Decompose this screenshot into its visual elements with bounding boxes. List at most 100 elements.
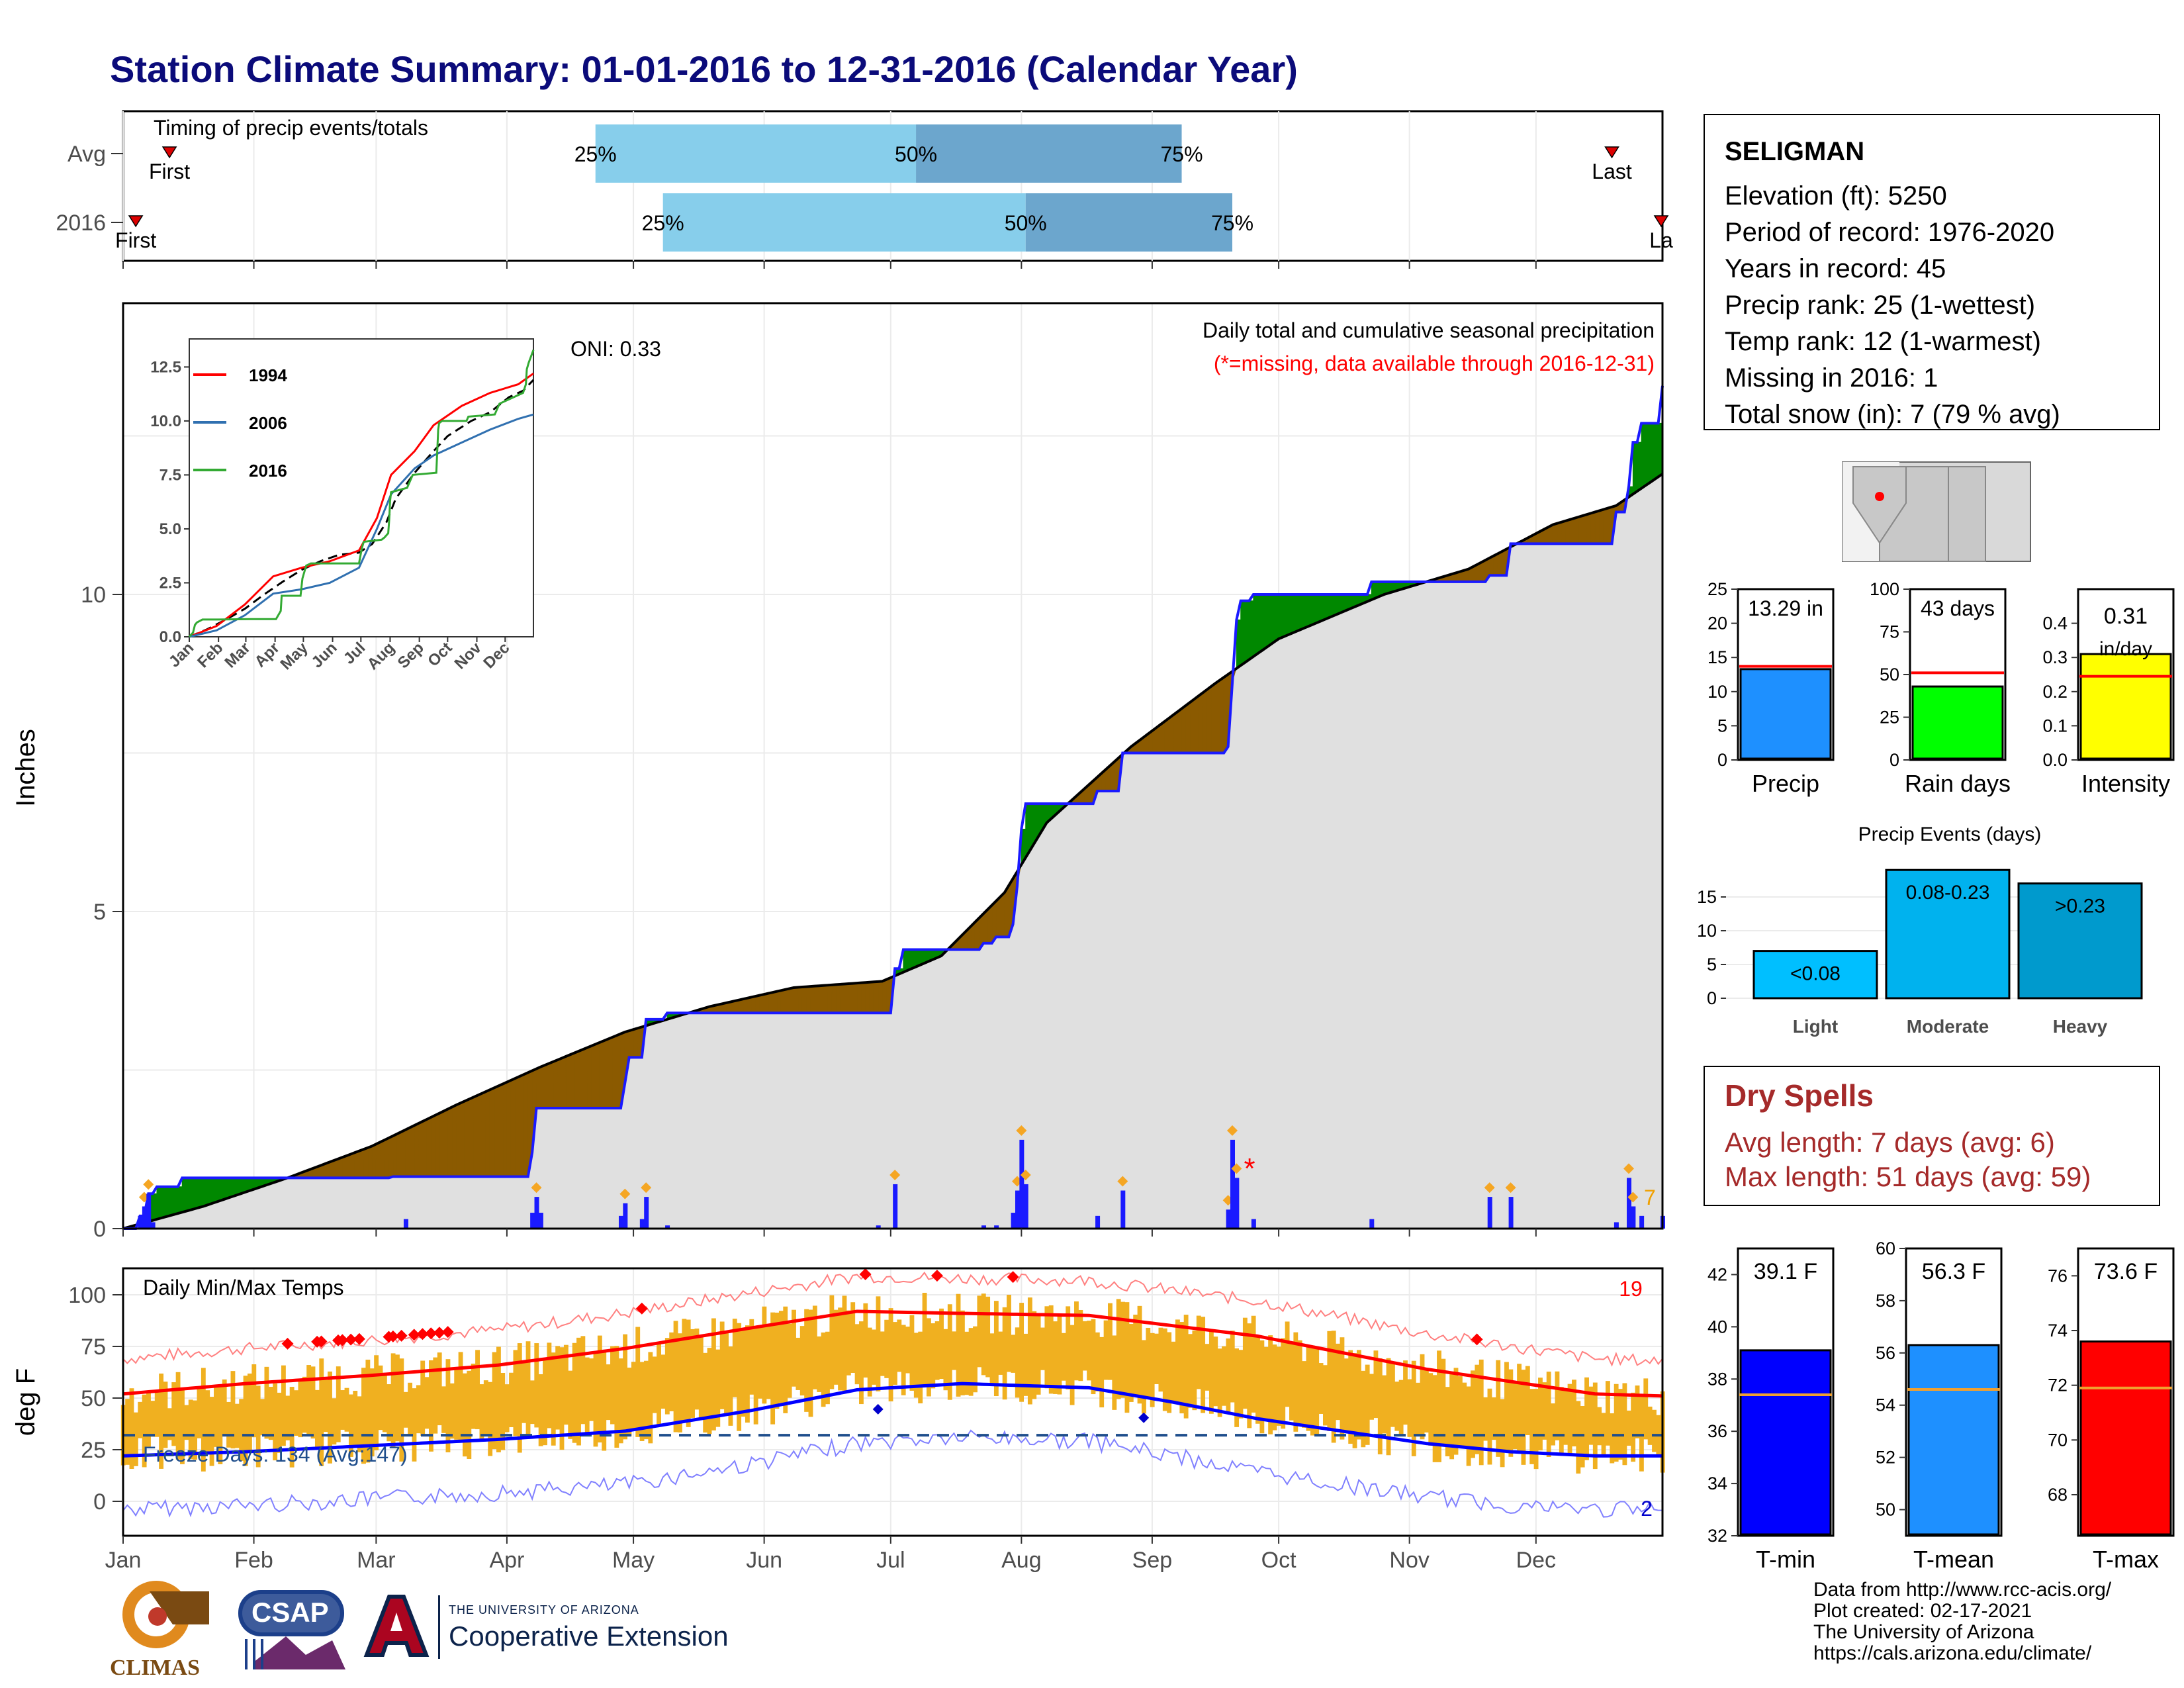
daily-temp-range-bar (365, 1359, 371, 1463)
month-axis-label: Jan (105, 1548, 142, 1573)
dry-spells-avg: Avg length: 7 days (avg: 6) (1725, 1127, 2055, 1158)
daily-temp-range-bar (226, 1401, 231, 1448)
daily-temp-range-bar (463, 1373, 467, 1457)
summary-bar-value-unit: in/day (2099, 638, 2152, 660)
temp-summary-value: 39.1 F (1754, 1259, 1817, 1284)
daily-temp-range-bar (479, 1384, 484, 1442)
daily-temp-range-bar (631, 1362, 636, 1429)
daily-temp-range-bar (1588, 1386, 1594, 1445)
station-precip-rank: Precip rank: 25 (1-wettest) (1725, 291, 2036, 320)
inset-frame (189, 338, 534, 637)
daily-temp-range-bar (669, 1332, 674, 1411)
timing-event-label: La (1649, 228, 1673, 252)
daily-temp-range-bar (1242, 1317, 1248, 1409)
daily-temp-range-bar (416, 1385, 421, 1434)
daily-temp-range-bar (1327, 1331, 1332, 1431)
summary-bar-tick-label: 40 (1707, 1317, 1727, 1336)
daily-precip-bar (1015, 1190, 1020, 1229)
daily-temp-range-bar (1306, 1345, 1311, 1431)
daily-temp-range-bar (749, 1319, 754, 1395)
station-missing: Missing in 2016: 1 (1725, 363, 1938, 393)
daily-temp-range-bar (1087, 1321, 1092, 1381)
daily-temp-range-bar (1576, 1401, 1581, 1474)
temp-y-label: deg F (11, 1368, 40, 1436)
daily-temp-range-bar (1407, 1379, 1412, 1437)
daily-temp-range-bar (593, 1352, 598, 1447)
daily-temp-range-bar (538, 1374, 543, 1446)
climas-logo: CLIMAS (110, 1578, 216, 1680)
record-high-marker (387, 1330, 399, 1342)
daily-temp-range-bar (1297, 1340, 1302, 1425)
daily-temp-range-bar (918, 1331, 923, 1403)
daily-temp-range-bar (146, 1393, 151, 1447)
daily-temp-range-bar (374, 1355, 379, 1450)
daily-temp-range-bar (429, 1360, 433, 1452)
summary-bar-label: Rain days (1905, 770, 2011, 797)
events-tick-label: 0 (1707, 988, 1717, 1008)
daily-precip-bar (1487, 1197, 1492, 1229)
daily-temp-range-bar (509, 1372, 514, 1428)
daily-temp-range-bar (753, 1327, 758, 1425)
daily-temp-range-bar (1614, 1383, 1619, 1462)
daily-temp-range-bar (171, 1382, 177, 1446)
station-info-panel: SELIGMAN Elevation (ft): 5250 Period of … (1704, 114, 2160, 430)
daily-temp-range-bar (142, 1394, 147, 1468)
daily-temp-range-bar (378, 1365, 383, 1430)
daily-temp-range-bar (449, 1383, 455, 1439)
daily-temp-range-bar (1546, 1372, 1551, 1458)
daily-temp-range-bar (209, 1397, 214, 1466)
daily-temp-range-bar (854, 1324, 860, 1385)
cold-days-count: 2 (1641, 1497, 1653, 1521)
daily-temp-range-bar (821, 1332, 826, 1407)
station-location-marker (1875, 492, 1884, 501)
summary-bar-label: Intensity (2081, 770, 2170, 797)
daily-temp-range-bar (1424, 1369, 1429, 1433)
precip-subtitle: Daily total and cumulative seasonal prec… (1203, 318, 1655, 342)
daily-temp-range-bar (1095, 1332, 1100, 1391)
daily-temp-range-bar (838, 1307, 843, 1391)
daily-precip-bar (138, 1215, 143, 1229)
summary-bar-tick-label: 0.1 (2042, 716, 2068, 735)
daily-temp-range-bar (737, 1323, 742, 1431)
events-bar-value: >0.23 (2055, 896, 2105, 917)
daily-temp-range-bar (796, 1337, 801, 1390)
daily-temp-range-bar (808, 1309, 813, 1417)
daily-temp-range-bar (471, 1364, 476, 1429)
daily-temp-range-bar (1563, 1388, 1569, 1445)
events-bar-label: Light (1793, 1016, 1838, 1037)
daily-temp-range-bar (201, 1368, 206, 1472)
daily-temp-range-bar (770, 1312, 776, 1425)
daily-temp-range-bar (395, 1354, 400, 1442)
daily-precip-bar (1023, 1184, 1028, 1229)
month-axis-label: Jun (746, 1548, 782, 1573)
daily-temp-range-bar (1217, 1348, 1222, 1417)
daily-temp-range-bar (989, 1333, 995, 1385)
record-high-marker (281, 1337, 294, 1350)
heavy-day-marker (1226, 1125, 1238, 1136)
daily-temp-range-bar (947, 1304, 952, 1400)
daily-temp-range-bar (167, 1408, 172, 1440)
page-title: Station Climate Summary: 01-01-2016 to 1… (110, 48, 1298, 90)
daily-temp-range-bar (639, 1362, 645, 1441)
csap-logo: CSAP (233, 1583, 349, 1683)
credit-data-source: Data from http://www.rcc-acis.org/ (1813, 1579, 2112, 1601)
record-high-marker (859, 1268, 872, 1281)
daily-temp-range-bar (876, 1296, 881, 1391)
daily-temp-range-bar (1504, 1362, 1509, 1452)
summary-bar (1911, 685, 2004, 760)
daily-temp-range-bar (909, 1315, 915, 1391)
daily-temp-range-bar (1272, 1344, 1277, 1430)
daily-temp-range-bar (664, 1338, 670, 1415)
temp-y-tick-label: 25 (81, 1438, 106, 1463)
ua-extension-logo: THE UNIVERSITY OF ARIZONA Cooperative Ex… (360, 1591, 751, 1664)
station-period: Period of record: 1976-2020 (1725, 218, 2055, 247)
summary-bar-tick-label: 20 (1707, 614, 1727, 633)
daily-temp-range-bar (1310, 1345, 1315, 1436)
inset-y-tick-label: 7.5 (159, 466, 181, 484)
record-low-marker (872, 1403, 884, 1415)
daily-temp-range-bar (382, 1372, 387, 1432)
daily-precip-bar (1234, 1178, 1240, 1229)
daily-temp-range-bar (273, 1383, 278, 1461)
daily-temp-range-bar (1377, 1358, 1383, 1455)
timing-pct-label: 75% (1160, 142, 1203, 166)
